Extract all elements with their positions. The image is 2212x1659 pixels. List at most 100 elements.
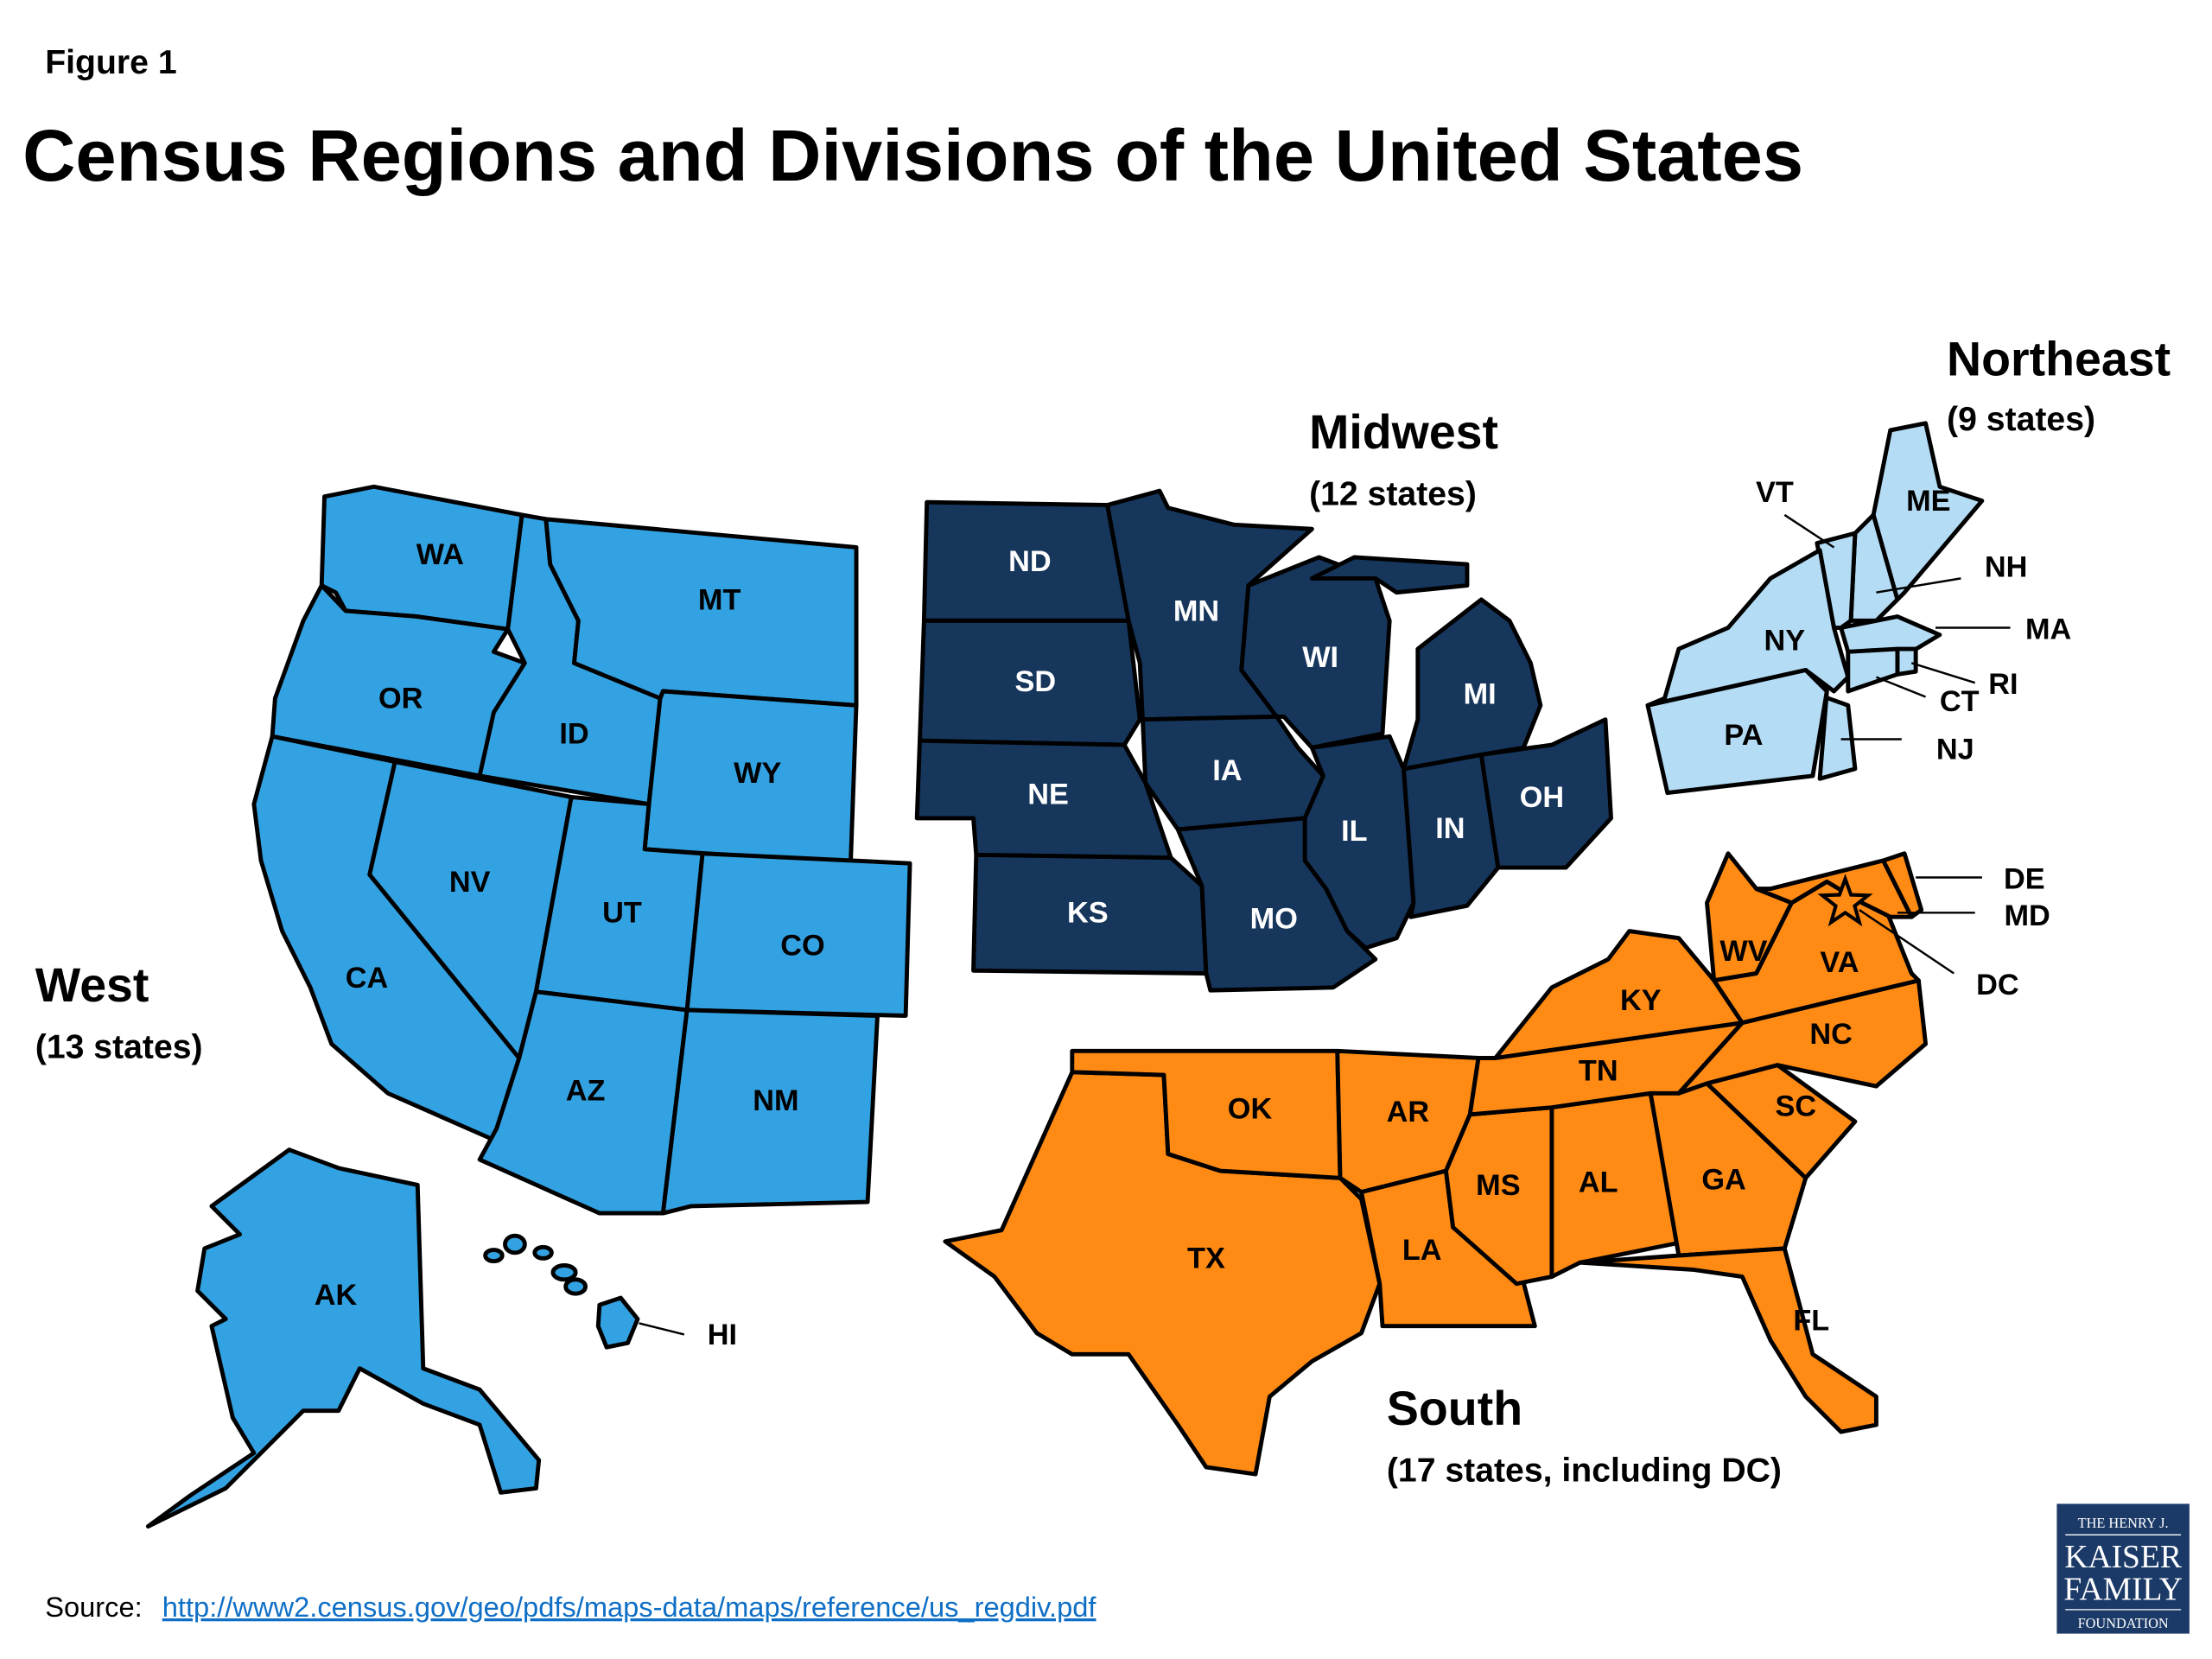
- leader-line: [1875, 676, 1927, 698]
- states-layer: [145, 421, 1985, 1529]
- state-label-wa: WA: [416, 538, 464, 571]
- state-label-ia: IA: [1212, 754, 1242, 787]
- state-label-ne: NE: [1027, 779, 1069, 811]
- region-label-northeast: Northeast (9 states): [1947, 332, 2171, 438]
- state-label-ks: KS: [1067, 897, 1109, 930]
- figure-label: Figure 1: [45, 44, 176, 81]
- state-label-va: VA: [1820, 946, 1859, 979]
- state-label-sd: SD: [1015, 665, 1057, 698]
- state-label-ca: CA: [346, 962, 389, 995]
- state-label-tx: TX: [1187, 1243, 1225, 1275]
- leader-line: [1876, 577, 1961, 594]
- region-count: (13 states): [35, 1028, 203, 1065]
- region-label-south: South (17 states, including DC): [1387, 1382, 1782, 1489]
- region-count: (9 states): [1947, 401, 2095, 438]
- region-label-west: West (13 states): [35, 958, 203, 1065]
- state-label-tn: TN: [1579, 1055, 1618, 1088]
- state-label-vt: VT: [1756, 476, 1794, 509]
- region-label-midwest: Midwest (12 states): [1309, 405, 1498, 512]
- state-hi-island: [563, 1277, 588, 1296]
- logo-line: THE HENRY J.: [2078, 1515, 2169, 1531]
- logo-background: [2056, 1503, 2190, 1634]
- state-label-wi: WI: [1302, 641, 1338, 674]
- dc-star-icon: [1817, 874, 1873, 927]
- state-label-mn: MN: [1173, 594, 1219, 627]
- state-label-md: MD: [2004, 899, 2050, 932]
- region-count: (12 states): [1309, 475, 1477, 512]
- state-label-ky: KY: [1620, 984, 1662, 1017]
- state-fl: [1578, 1246, 1878, 1434]
- state-label-ms: MS: [1476, 1169, 1520, 1202]
- state-nm: [660, 1007, 880, 1216]
- region-name: Midwest: [1309, 405, 1498, 459]
- state-label-mt: MT: [698, 583, 741, 616]
- state-ri: [1895, 646, 1918, 677]
- leader-line: [1783, 513, 1835, 549]
- state-label-ct: CT: [1940, 685, 1980, 718]
- logo-line: FOUNDATION: [2078, 1615, 2169, 1631]
- state-label-me: ME: [1906, 485, 1950, 518]
- state-hi-island: [503, 1233, 527, 1255]
- state-label-ar: AR: [1387, 1096, 1430, 1128]
- state-nc: [1676, 978, 1929, 1096]
- state-label-nc: NC: [1809, 1018, 1853, 1051]
- state-tn: [1467, 1020, 1745, 1117]
- state-label-nv: NV: [449, 866, 491, 899]
- state-label-co: CO: [780, 929, 824, 962]
- state-il: [1302, 734, 1416, 950]
- source-link[interactable]: http://www2.census.gov/geo/pdfs/maps-dat…: [162, 1591, 1097, 1623]
- state-label-ga: GA: [1701, 1163, 1745, 1196]
- state-label-az: AZ: [566, 1074, 606, 1107]
- state-label-id: ID: [559, 717, 588, 750]
- state-hi-island: [483, 1248, 505, 1264]
- state-label-nm: NM: [753, 1084, 798, 1117]
- state-labels-layer: WA OR ID MT WY CA NV UT CO AZ NM AK HI ND SD NE KS MN IA MO…: [315, 476, 2071, 1351]
- state-hi-island: [550, 1263, 578, 1282]
- state-label-ny: NY: [1764, 625, 1806, 658]
- state-label-de: DE: [2004, 863, 2045, 896]
- state-label-sc: SC: [1776, 1090, 1817, 1122]
- logo-line: FAMILY: [2063, 1572, 2182, 1607]
- state-mi: [1402, 597, 1543, 772]
- state-de: [1881, 851, 1924, 919]
- state-ma: [1839, 614, 1942, 654]
- state-label-nj: NJ: [1936, 733, 1974, 766]
- state-co: [684, 851, 912, 1018]
- region-count: (17 states, including DC): [1387, 1452, 1782, 1489]
- page-title: Census Regions and Divisions of the Unit…: [22, 114, 1803, 196]
- logo-line: KAISER: [2064, 1540, 2182, 1575]
- state-ak: [145, 1147, 542, 1529]
- state-label-ak: AK: [315, 1279, 358, 1312]
- state-label-dc: DC: [1976, 969, 2019, 1001]
- state-label-mi: MI: [1464, 678, 1497, 711]
- region-name: West: [35, 958, 149, 1012]
- source-label: Source:: [45, 1591, 142, 1623]
- state-label-mo: MO: [1250, 902, 1298, 935]
- state-label-hi: HI: [708, 1319, 737, 1351]
- state-label-ma: MA: [2025, 613, 2071, 646]
- state-label-la: LA: [1402, 1234, 1442, 1267]
- state-label-wv: WV: [1719, 935, 1767, 968]
- state-label-ut: UT: [602, 897, 642, 930]
- state-label-al: AL: [1579, 1166, 1618, 1199]
- state-label-oh: OH: [1520, 781, 1564, 814]
- state-label-or: OR: [378, 683, 423, 715]
- state-label-il: IL: [1341, 815, 1367, 848]
- state-label-pa: PA: [1724, 719, 1763, 752]
- state-label-nh: NH: [1985, 551, 2028, 584]
- kff-logo: THE HENRY J. KAISER FAMILY FOUNDATION: [2056, 1503, 2190, 1634]
- state-mi: [1309, 555, 1470, 595]
- state-label-nd: ND: [1008, 545, 1052, 578]
- leader-line: [1910, 662, 1976, 684]
- state-oh: [1478, 717, 1613, 870]
- state-label-in: IN: [1435, 812, 1465, 845]
- leader-line: [639, 1322, 685, 1336]
- state-hi-island: [532, 1244, 554, 1261]
- state-pa: [1645, 668, 1829, 795]
- state-ct: [1846, 646, 1900, 694]
- state-label-wy: WY: [734, 757, 781, 790]
- leader-line: [1859, 909, 1955, 975]
- state-sd: [918, 618, 1142, 747]
- state-label-ri: RI: [1988, 668, 2018, 701]
